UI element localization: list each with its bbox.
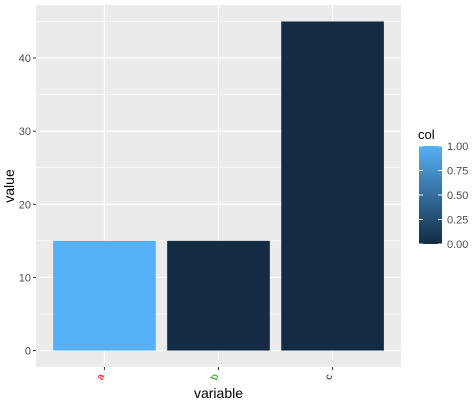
legend-colorbar [419, 146, 442, 244]
legend-tick-label: 0.50 [447, 190, 468, 202]
legend-tick-label: 1.00 [447, 141, 468, 153]
x-tick-label: b [209, 372, 221, 381]
legend-tick-label: 0.00 [447, 239, 468, 251]
y-axis-label: value [1, 169, 17, 203]
y-tick-label: 0 [25, 346, 31, 358]
bar-c [281, 21, 384, 351]
x-tick-label: c [323, 373, 335, 381]
bars [53, 21, 384, 351]
legend-tick-label: 0.75 [447, 166, 468, 178]
y-tick-label: 40 [19, 53, 31, 65]
x-tick-label: a [95, 372, 107, 381]
y-tick-label: 20 [19, 199, 31, 211]
y-axis: 0 10 20 30 40 [19, 53, 36, 358]
bar-a [53, 240, 156, 351]
y-tick-label: 30 [19, 126, 31, 138]
legend-ticks: 0.00 0.25 0.50 0.75 1.00 [419, 141, 468, 251]
y-tick-label: 10 [19, 272, 31, 284]
x-axis: a b c [95, 367, 335, 382]
legend-tick-label: 0.25 [447, 215, 468, 227]
bar-b [167, 240, 270, 351]
legend-title: col [418, 127, 435, 142]
x-axis-label: variable [194, 385, 243, 401]
color-legend: col 0.00 0.25 0.50 0.75 1.00 [418, 127, 468, 251]
